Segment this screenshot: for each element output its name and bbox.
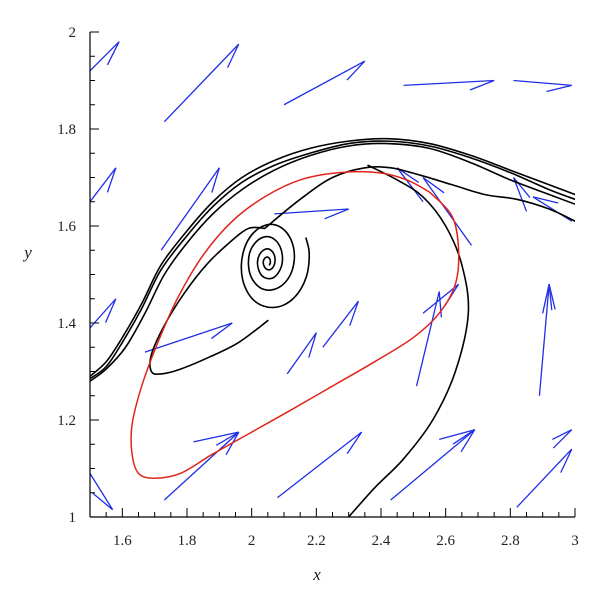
vector-arrowhead-27 bbox=[552, 429, 573, 449]
vector-arrowhead-22 bbox=[215, 431, 240, 446]
vector-arrow-16 bbox=[415, 291, 440, 387]
trajectory-curve-4 bbox=[347, 164, 470, 517]
y-tick-label: 1.4 bbox=[57, 316, 76, 332]
x-tick-label: 3 bbox=[571, 533, 579, 549]
axes-layer: 1.6 1.8 2 2.2 2.4 2.6 2.8 3 1 1.2 1.4 1.6 1.8 2 bbox=[57, 25, 579, 549]
vector-arrowhead-0 bbox=[106, 41, 120, 66]
vector-arrowhead-19 bbox=[548, 284, 553, 311]
y-tick-label: 1.8 bbox=[57, 122, 76, 138]
vector-arrow-14 bbox=[286, 332, 317, 375]
vector-arrow-20 bbox=[90, 473, 114, 511]
vector-arrow-17 bbox=[422, 283, 460, 314]
x-tick-label: 1.8 bbox=[178, 533, 197, 549]
y-tick-label: 1 bbox=[69, 510, 77, 526]
y-tick-label: 2 bbox=[69, 25, 77, 41]
vector-arrowhead-7 bbox=[324, 208, 349, 220]
vector-arrow-7 bbox=[274, 208, 349, 215]
vector-arrowhead-26 bbox=[560, 448, 573, 473]
vector-arrow-13 bbox=[144, 322, 233, 353]
vector-arrowhead-13 bbox=[211, 322, 233, 340]
x-axis-label: x bbox=[312, 565, 321, 584]
vector-arrowhead-14 bbox=[308, 332, 317, 358]
vector-arrowhead-1 bbox=[226, 43, 240, 68]
vector-arrow-9 bbox=[422, 177, 473, 246]
vector-arrow-5 bbox=[90, 167, 117, 203]
vector-arrow-19 bbox=[542, 284, 550, 314]
x-tick-label: 2 bbox=[248, 533, 256, 549]
vector-arrow-15 bbox=[322, 300, 359, 348]
vector-arrowhead-5 bbox=[106, 167, 117, 193]
vector-arrowhead-10 bbox=[513, 177, 531, 199]
vector-arrowhead-3 bbox=[469, 79, 495, 91]
x-tick-label: 2.2 bbox=[307, 533, 326, 549]
y-tick-label: 1.2 bbox=[57, 413, 76, 429]
vector-arrow-25 bbox=[439, 429, 475, 441]
trajectory-curve-0 bbox=[90, 137, 575, 378]
y-axis-label: y bbox=[22, 243, 32, 262]
vector-arrow-10 bbox=[512, 177, 528, 212]
x-tick-label: 2.4 bbox=[372, 533, 391, 549]
y-tick-label: 1.6 bbox=[57, 219, 76, 235]
vector-arrow-27 bbox=[552, 429, 573, 440]
trajectory-curve-3 bbox=[263, 165, 575, 230]
vector-arrowhead-6 bbox=[211, 167, 220, 193]
x-tick-label: 2.8 bbox=[501, 533, 520, 549]
vector-arrowhead-25 bbox=[452, 429, 476, 445]
vector-arrowhead-15 bbox=[349, 300, 359, 326]
vector-arrow-24 bbox=[390, 429, 476, 501]
vector-arrow-2 bbox=[283, 60, 366, 106]
limit-cycle-curve bbox=[130, 170, 460, 479]
vector-arrow-18 bbox=[538, 284, 550, 396]
trajectory-curve-5 bbox=[240, 223, 311, 309]
vector-arrow-21 bbox=[163, 431, 240, 501]
vector-arrow-6 bbox=[160, 167, 220, 251]
vector-arrowhead-9 bbox=[422, 176, 445, 194]
vector-arrowhead-16 bbox=[438, 291, 443, 318]
trajectory-curve-2 bbox=[90, 142, 575, 382]
trajectory-curve-6 bbox=[149, 226, 269, 375]
vector-arrowhead-4 bbox=[546, 84, 572, 93]
vector-arrowhead-23 bbox=[346, 431, 363, 455]
vector-arrowhead-2 bbox=[346, 60, 366, 81]
vector-arrow-3 bbox=[403, 79, 495, 86]
vector-arrow-23 bbox=[277, 431, 362, 499]
vector-arrow-0 bbox=[90, 41, 120, 72]
trajectory-layer bbox=[90, 137, 575, 517]
vector-field-layer bbox=[90, 41, 573, 511]
vector-arrowhead-24 bbox=[460, 429, 476, 453]
x-tick-label: 1.6 bbox=[113, 533, 132, 549]
x-tick-label: 2.6 bbox=[436, 533, 455, 549]
vector-arrowhead-11 bbox=[532, 196, 559, 204]
vector-arrow-1 bbox=[163, 43, 240, 123]
vector-arrow-8 bbox=[396, 167, 424, 203]
vector-arrowhead-12 bbox=[104, 298, 117, 323]
vector-arrowhead-20 bbox=[92, 492, 114, 511]
trajectory-curve-1 bbox=[90, 140, 575, 380]
vector-arrow-26 bbox=[516, 448, 573, 508]
vector-arrow-22 bbox=[193, 431, 239, 443]
vector-arrow-4 bbox=[513, 79, 572, 86]
